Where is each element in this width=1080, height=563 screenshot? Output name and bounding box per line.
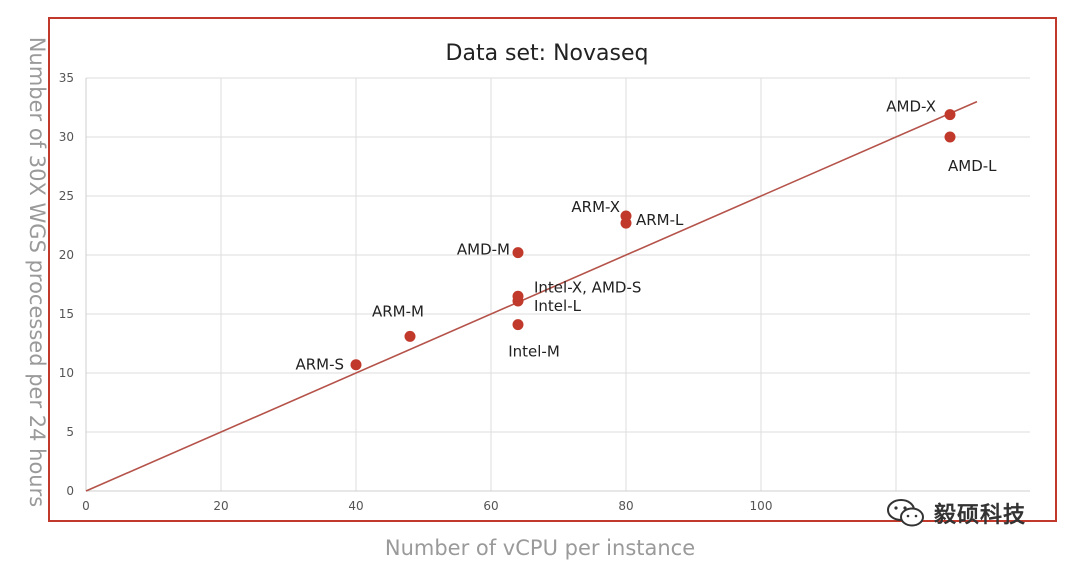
point-label: ARM-S bbox=[295, 356, 344, 374]
data-point bbox=[404, 330, 416, 342]
x-tick-label: 100 bbox=[750, 499, 773, 513]
x-tick-label: 60 bbox=[483, 499, 498, 513]
data-point bbox=[620, 210, 632, 222]
y-tick-label: 30 bbox=[59, 130, 74, 144]
y-tick-label: 5 bbox=[66, 425, 74, 439]
y-tick-label: 0 bbox=[66, 484, 74, 498]
data-point bbox=[350, 359, 362, 371]
y-tick-label: 15 bbox=[59, 307, 74, 321]
point-label: Intel-X, AMD-S bbox=[534, 278, 641, 296]
x-tick-label: 20 bbox=[213, 499, 228, 513]
data-point bbox=[512, 319, 524, 331]
point-label: ARM-L bbox=[636, 211, 684, 229]
chart-title: Data set: Novaseq bbox=[446, 41, 649, 66]
y-axis-title: Number of 30X WGS processed per 24 hours bbox=[25, 37, 49, 507]
point-label: AMD-M bbox=[457, 241, 510, 259]
y-tick-label: 10 bbox=[59, 366, 74, 380]
axes: 0 5 10 15 20 25 30 35 0 20 40 60 80 100 bbox=[59, 71, 1030, 513]
data-point bbox=[512, 247, 524, 259]
trendline-group bbox=[85, 100, 978, 492]
data-point bbox=[944, 131, 956, 143]
point-label: ARM-X bbox=[571, 198, 620, 216]
trendline bbox=[85, 100, 978, 492]
data-point bbox=[944, 109, 956, 121]
point-label: Intel-M bbox=[508, 343, 560, 361]
data-points bbox=[350, 109, 956, 371]
x-tick-label: 0 bbox=[82, 499, 90, 513]
point-label: Intel-L bbox=[534, 297, 582, 315]
y-tick-label: 35 bbox=[59, 71, 74, 85]
watermark-text: 毅硕科技 bbox=[934, 503, 1027, 528]
wechat-icon bbox=[887, 499, 924, 527]
x-tick-label: 80 bbox=[618, 499, 633, 513]
y-tick-label: 25 bbox=[59, 189, 74, 203]
watermark: 毅硕科技 bbox=[886, 497, 1026, 529]
x-tick-label: 40 bbox=[348, 499, 363, 513]
chart-frame bbox=[48, 17, 1057, 522]
point-label: ARM-M bbox=[372, 302, 424, 320]
point-label: AMD-L bbox=[948, 157, 997, 175]
y-tick-label: 20 bbox=[59, 248, 74, 262]
x-axis-title: Number of vCPU per instance bbox=[385, 536, 695, 560]
data-point bbox=[512, 290, 524, 302]
point-label: AMD-X bbox=[886, 98, 936, 116]
